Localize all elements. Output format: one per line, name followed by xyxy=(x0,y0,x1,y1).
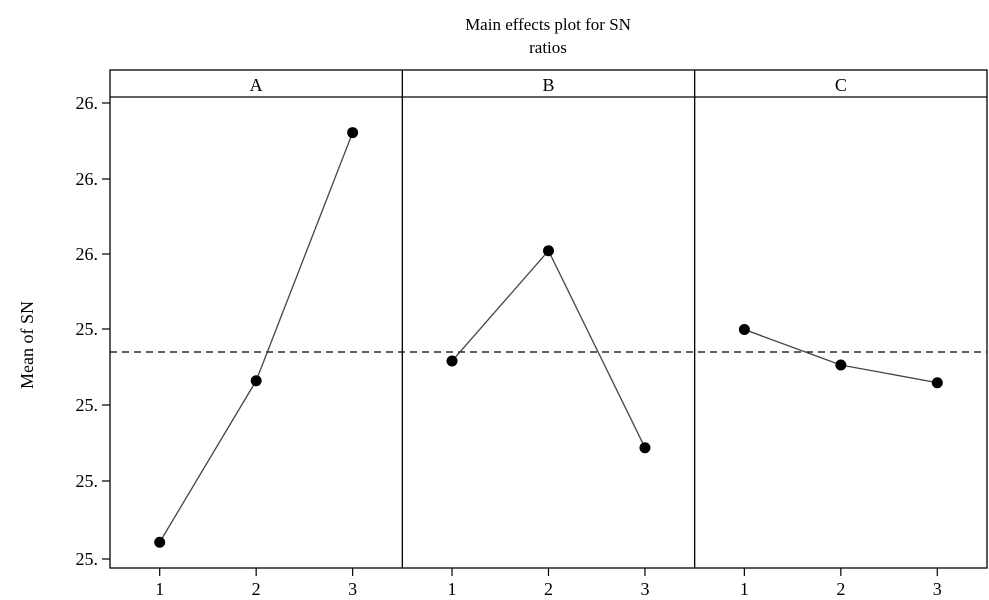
panel-strip-label-B: B xyxy=(542,75,554,95)
x-tick-label: 3 xyxy=(348,579,357,599)
y-tick-label: 25. xyxy=(76,471,99,491)
x-tick-label: 2 xyxy=(252,579,261,599)
data-point-A-2 xyxy=(250,375,262,387)
x-tick-label: 1 xyxy=(740,579,749,599)
x-tick-label: 3 xyxy=(640,579,649,599)
data-point-A-1 xyxy=(154,536,166,548)
x-tick-label: 2 xyxy=(544,579,553,599)
chart-title-line1: Main effects plot for SN xyxy=(465,15,631,34)
plot-frame xyxy=(109,69,988,569)
y-tick-label: 26. xyxy=(76,244,99,264)
data-point-C-3 xyxy=(931,377,943,389)
data-point-A-3 xyxy=(347,127,359,139)
series-line-A xyxy=(159,132,354,543)
x-tick-label: 2 xyxy=(836,579,845,599)
y-tick-label: 25. xyxy=(76,319,99,339)
data-point-B-2 xyxy=(543,245,554,257)
data-point-B-3 xyxy=(639,442,651,454)
y-tick-label: 26. xyxy=(76,169,99,189)
chart-title-line2: ratios xyxy=(529,38,567,57)
data-point-C-2 xyxy=(835,359,847,371)
panel-strip-label-A: A xyxy=(250,75,263,95)
data-point-B-1 xyxy=(446,355,458,367)
y-tick-label: 25. xyxy=(76,395,99,415)
series-line-C xyxy=(744,328,938,384)
x-tick-label: 3 xyxy=(933,579,942,599)
y-tick-label: 26. xyxy=(76,93,99,113)
y-tick-label: 25. xyxy=(76,549,99,569)
x-tick-label: 1 xyxy=(155,579,164,599)
plot-area: 25. 25. 25. 25. 26. 26. 26. A 1 2 3 B 1 2 3 C 1 2 3 xyxy=(76,69,988,599)
y-axis-label: Mean of SN xyxy=(17,301,37,389)
x-tick-label: 1 xyxy=(448,579,457,599)
series-line-B xyxy=(451,249,646,448)
data-point-C-1 xyxy=(738,324,750,336)
panel-strip-label-C: C xyxy=(835,75,847,95)
